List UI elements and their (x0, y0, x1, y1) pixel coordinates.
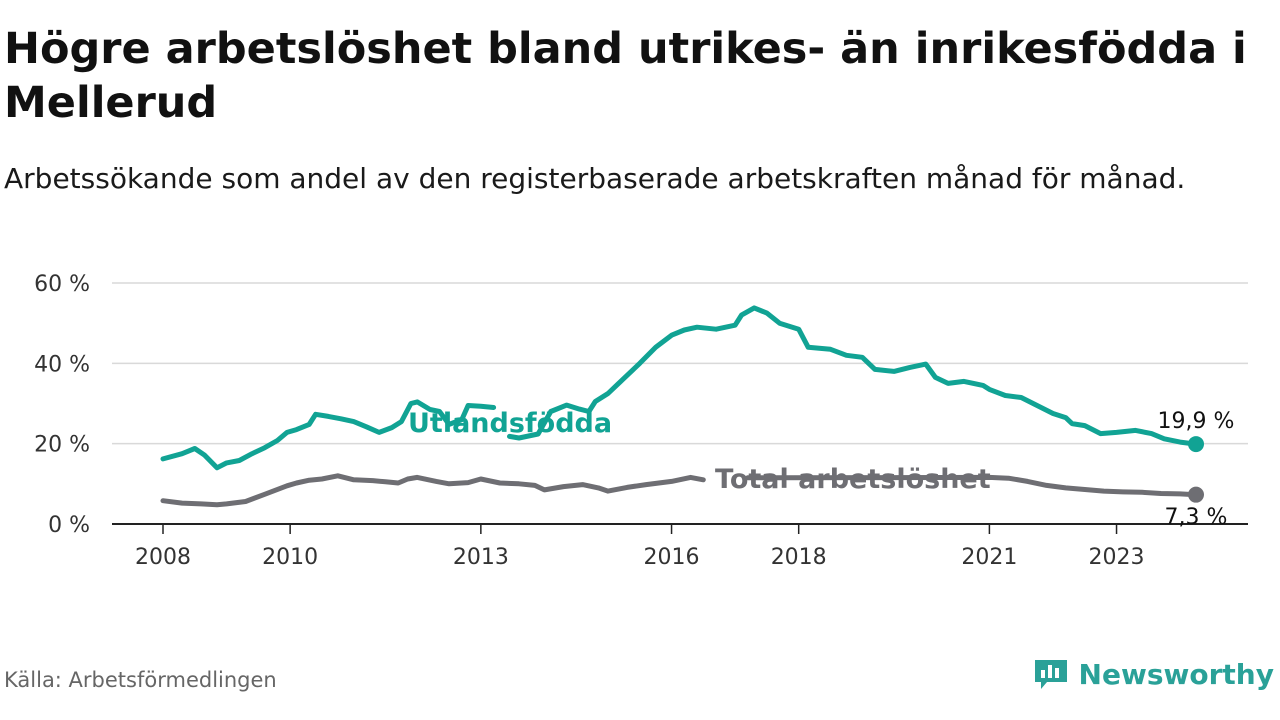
total-end-point (1188, 486, 1204, 503)
series-label-utlandsfodda: Utlandsfödda (408, 408, 612, 439)
x-axis: 2008 2010 2013 2016 2018 2021 2023 (135, 524, 1145, 570)
brand-logo[interactable]: Newsworthy (1033, 652, 1274, 696)
x-tick-label: 2013 (453, 545, 509, 570)
grid-lines (112, 282, 1248, 445)
newsworthy-icon (1034, 660, 1067, 689)
utlandsfodda-line-2 (507, 305, 1199, 447)
chart-subtitle: Arbetssökande som andel av den registerb… (4, 162, 1186, 195)
x-tick-label: 2010 (262, 545, 318, 570)
source-note: Källa: Arbetsförmedlingen (4, 668, 277, 692)
utlandsfodda-line-1 (160, 399, 497, 471)
brand-name: Newsworthy (1078, 657, 1274, 691)
y-tick-label: 40 % (34, 352, 90, 377)
y-tick-label: 0 % (48, 513, 90, 538)
x-tick-label: 2008 (135, 545, 191, 570)
y-tick-label: 60 % (34, 272, 90, 297)
total-line-1 (160, 473, 706, 508)
y-axis: 0 % 20 % 40 % 60 % (34, 272, 90, 538)
x-tick-label: 2023 (1089, 545, 1145, 570)
series-total (160, 473, 1204, 508)
y-tick-label: 20 % (34, 433, 90, 458)
x-tick-label: 2016 (644, 545, 700, 570)
utlandsfodda-end-point (1188, 436, 1204, 453)
series-foreign (160, 305, 1204, 471)
series-label-total: Total arbetslöshet (715, 464, 991, 495)
end-value-total: 7,3 % (1165, 505, 1228, 530)
end-value-utlandsfodda: 19,9 % (1158, 409, 1235, 434)
x-tick-label: 2021 (961, 545, 1017, 570)
x-tick-label: 2018 (771, 545, 827, 570)
total-line-2 (745, 474, 1199, 498)
chart-title: Högre arbetslöshet bland utrikes- än inr… (4, 24, 1247, 128)
